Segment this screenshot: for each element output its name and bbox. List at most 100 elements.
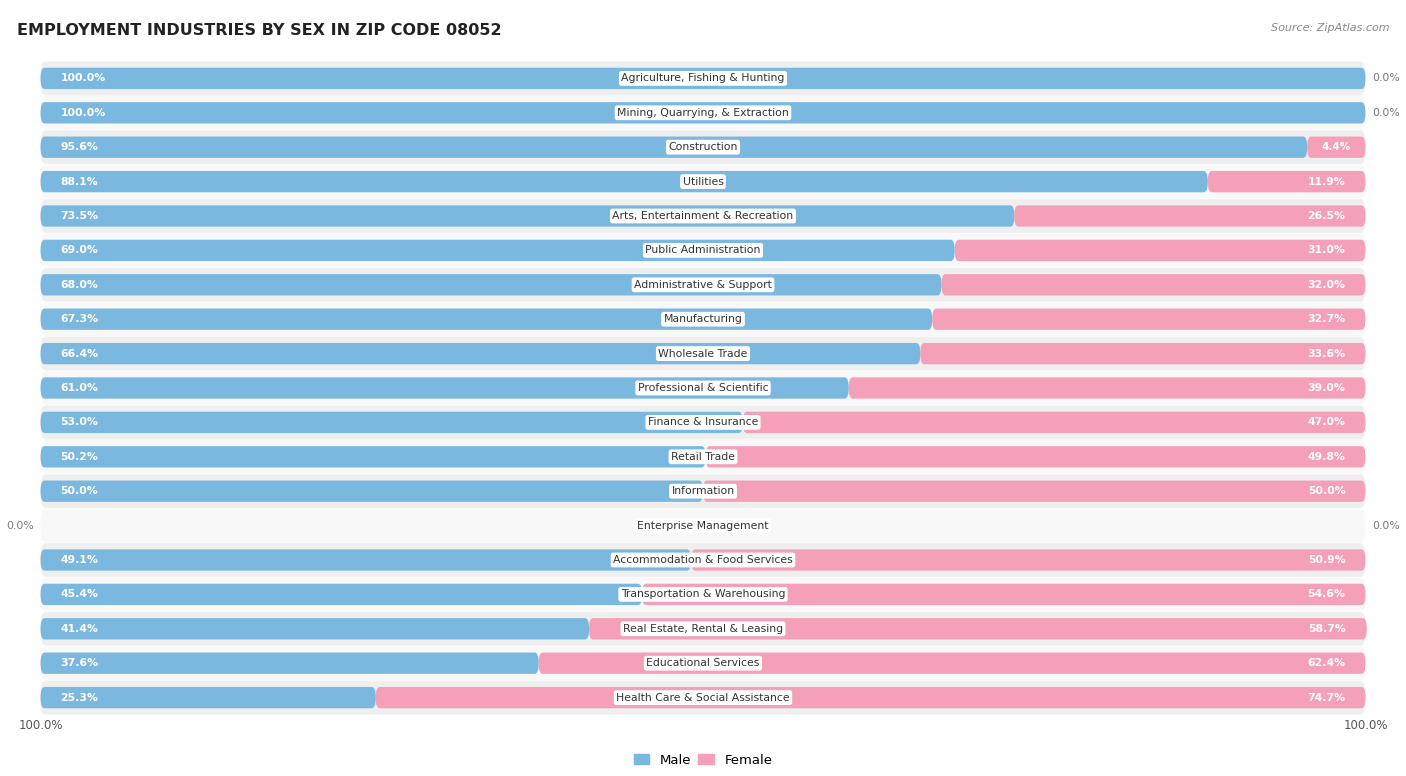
- Text: Source: ZipAtlas.com: Source: ZipAtlas.com: [1271, 23, 1389, 33]
- FancyBboxPatch shape: [41, 171, 1208, 192]
- Text: 53.0%: 53.0%: [60, 417, 98, 428]
- Text: 58.7%: 58.7%: [1308, 624, 1346, 634]
- Text: 74.7%: 74.7%: [1308, 693, 1346, 702]
- FancyBboxPatch shape: [41, 646, 1365, 680]
- FancyBboxPatch shape: [41, 130, 1365, 164]
- Text: 61.0%: 61.0%: [60, 383, 98, 393]
- Text: 11.9%: 11.9%: [1308, 177, 1346, 186]
- Text: 0.0%: 0.0%: [1372, 521, 1400, 531]
- FancyBboxPatch shape: [375, 687, 1365, 708]
- Text: Agriculture, Fishing & Hunting: Agriculture, Fishing & Hunting: [621, 74, 785, 83]
- FancyBboxPatch shape: [41, 371, 1365, 405]
- Text: 37.6%: 37.6%: [60, 658, 98, 668]
- FancyBboxPatch shape: [41, 337, 1365, 370]
- Text: 0.0%: 0.0%: [6, 521, 34, 531]
- Text: 67.3%: 67.3%: [60, 314, 98, 324]
- FancyBboxPatch shape: [942, 274, 1365, 296]
- Legend: Male, Female: Male, Female: [628, 748, 778, 772]
- Text: Arts, Entertainment & Recreation: Arts, Entertainment & Recreation: [613, 211, 793, 221]
- FancyBboxPatch shape: [41, 446, 706, 467]
- FancyBboxPatch shape: [742, 412, 1365, 433]
- FancyBboxPatch shape: [703, 480, 1365, 502]
- FancyBboxPatch shape: [538, 653, 1365, 674]
- FancyBboxPatch shape: [41, 96, 1365, 130]
- FancyBboxPatch shape: [955, 240, 1365, 261]
- FancyBboxPatch shape: [41, 165, 1365, 199]
- Text: Utilities: Utilities: [682, 177, 724, 186]
- FancyBboxPatch shape: [41, 612, 1365, 646]
- Text: EMPLOYMENT INDUSTRIES BY SEX IN ZIP CODE 08052: EMPLOYMENT INDUSTRIES BY SEX IN ZIP CODE…: [17, 23, 502, 38]
- FancyBboxPatch shape: [41, 412, 742, 433]
- Text: 4.4%: 4.4%: [1322, 142, 1351, 152]
- Text: 100.0%: 100.0%: [60, 74, 105, 83]
- FancyBboxPatch shape: [849, 377, 1365, 399]
- FancyBboxPatch shape: [41, 681, 1365, 715]
- FancyBboxPatch shape: [41, 61, 1365, 95]
- FancyBboxPatch shape: [41, 343, 921, 364]
- Text: 100.0%: 100.0%: [1343, 719, 1388, 732]
- FancyBboxPatch shape: [41, 543, 1365, 577]
- FancyBboxPatch shape: [41, 653, 538, 674]
- FancyBboxPatch shape: [41, 577, 1365, 611]
- Text: Construction: Construction: [668, 142, 738, 152]
- Text: Professional & Scientific: Professional & Scientific: [638, 383, 768, 393]
- FancyBboxPatch shape: [41, 480, 703, 502]
- Text: 47.0%: 47.0%: [1308, 417, 1346, 428]
- FancyBboxPatch shape: [1208, 171, 1365, 192]
- Text: Public Administration: Public Administration: [645, 245, 761, 255]
- Text: 0.0%: 0.0%: [1372, 108, 1400, 118]
- Text: 50.0%: 50.0%: [60, 487, 98, 496]
- FancyBboxPatch shape: [41, 406, 1365, 439]
- Text: 41.4%: 41.4%: [60, 624, 98, 634]
- Text: Educational Services: Educational Services: [647, 658, 759, 668]
- Text: Finance & Insurance: Finance & Insurance: [648, 417, 758, 428]
- Text: 33.6%: 33.6%: [1308, 348, 1346, 359]
- Text: Mining, Quarrying, & Extraction: Mining, Quarrying, & Extraction: [617, 108, 789, 118]
- FancyBboxPatch shape: [41, 199, 1365, 233]
- FancyBboxPatch shape: [41, 102, 1365, 123]
- Text: 0.0%: 0.0%: [1372, 74, 1400, 83]
- Text: 45.4%: 45.4%: [60, 590, 98, 599]
- FancyBboxPatch shape: [41, 549, 692, 570]
- FancyBboxPatch shape: [932, 309, 1365, 330]
- Text: 62.4%: 62.4%: [1308, 658, 1346, 668]
- Text: 50.2%: 50.2%: [60, 452, 98, 462]
- FancyBboxPatch shape: [41, 303, 1365, 336]
- Text: 73.5%: 73.5%: [60, 211, 98, 221]
- Text: Enterprise Management: Enterprise Management: [637, 521, 769, 531]
- Text: 50.9%: 50.9%: [1308, 555, 1346, 565]
- Text: Manufacturing: Manufacturing: [664, 314, 742, 324]
- Text: Information: Information: [672, 487, 734, 496]
- FancyBboxPatch shape: [41, 234, 1365, 267]
- FancyBboxPatch shape: [41, 309, 932, 330]
- FancyBboxPatch shape: [692, 549, 1365, 570]
- Text: 50.0%: 50.0%: [1308, 487, 1346, 496]
- FancyBboxPatch shape: [41, 274, 942, 296]
- FancyBboxPatch shape: [643, 584, 1365, 605]
- Text: 49.8%: 49.8%: [1308, 452, 1346, 462]
- Text: 69.0%: 69.0%: [60, 245, 98, 255]
- Text: Retail Trade: Retail Trade: [671, 452, 735, 462]
- FancyBboxPatch shape: [41, 509, 1365, 542]
- Text: Accommodation & Food Services: Accommodation & Food Services: [613, 555, 793, 565]
- Text: Real Estate, Rental & Leasing: Real Estate, Rental & Leasing: [623, 624, 783, 634]
- Text: 39.0%: 39.0%: [1308, 383, 1346, 393]
- FancyBboxPatch shape: [1014, 206, 1365, 227]
- Text: 54.6%: 54.6%: [1308, 590, 1346, 599]
- Text: Health Care & Social Assistance: Health Care & Social Assistance: [616, 693, 790, 702]
- Text: 68.0%: 68.0%: [60, 280, 98, 289]
- Text: 100.0%: 100.0%: [60, 108, 105, 118]
- Text: Transportation & Warehousing: Transportation & Warehousing: [621, 590, 785, 599]
- FancyBboxPatch shape: [589, 618, 1367, 639]
- FancyBboxPatch shape: [41, 474, 1365, 508]
- FancyBboxPatch shape: [41, 377, 849, 399]
- FancyBboxPatch shape: [41, 584, 643, 605]
- Text: 100.0%: 100.0%: [18, 719, 63, 732]
- FancyBboxPatch shape: [41, 268, 1365, 302]
- Text: 26.5%: 26.5%: [1308, 211, 1346, 221]
- FancyBboxPatch shape: [41, 618, 589, 639]
- FancyBboxPatch shape: [921, 343, 1365, 364]
- Text: Wholesale Trade: Wholesale Trade: [658, 348, 748, 359]
- FancyBboxPatch shape: [1308, 137, 1365, 158]
- Text: 88.1%: 88.1%: [60, 177, 98, 186]
